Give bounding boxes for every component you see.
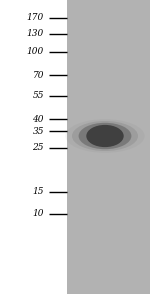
Text: 130: 130	[27, 29, 44, 39]
Bar	[67, 0, 150, 294]
Text: 70: 70	[33, 71, 44, 79]
Text: 25: 25	[33, 143, 44, 153]
Ellipse shape	[72, 121, 138, 151]
Text: 10: 10	[33, 210, 44, 218]
Ellipse shape	[79, 123, 131, 149]
Text: 15: 15	[33, 188, 44, 196]
Text: 55: 55	[33, 91, 44, 101]
Text: 100: 100	[27, 48, 44, 56]
Text: 170: 170	[27, 14, 44, 23]
Text: 40: 40	[33, 114, 44, 123]
Ellipse shape	[65, 119, 145, 153]
Ellipse shape	[86, 125, 124, 147]
Text: 35: 35	[33, 126, 44, 136]
